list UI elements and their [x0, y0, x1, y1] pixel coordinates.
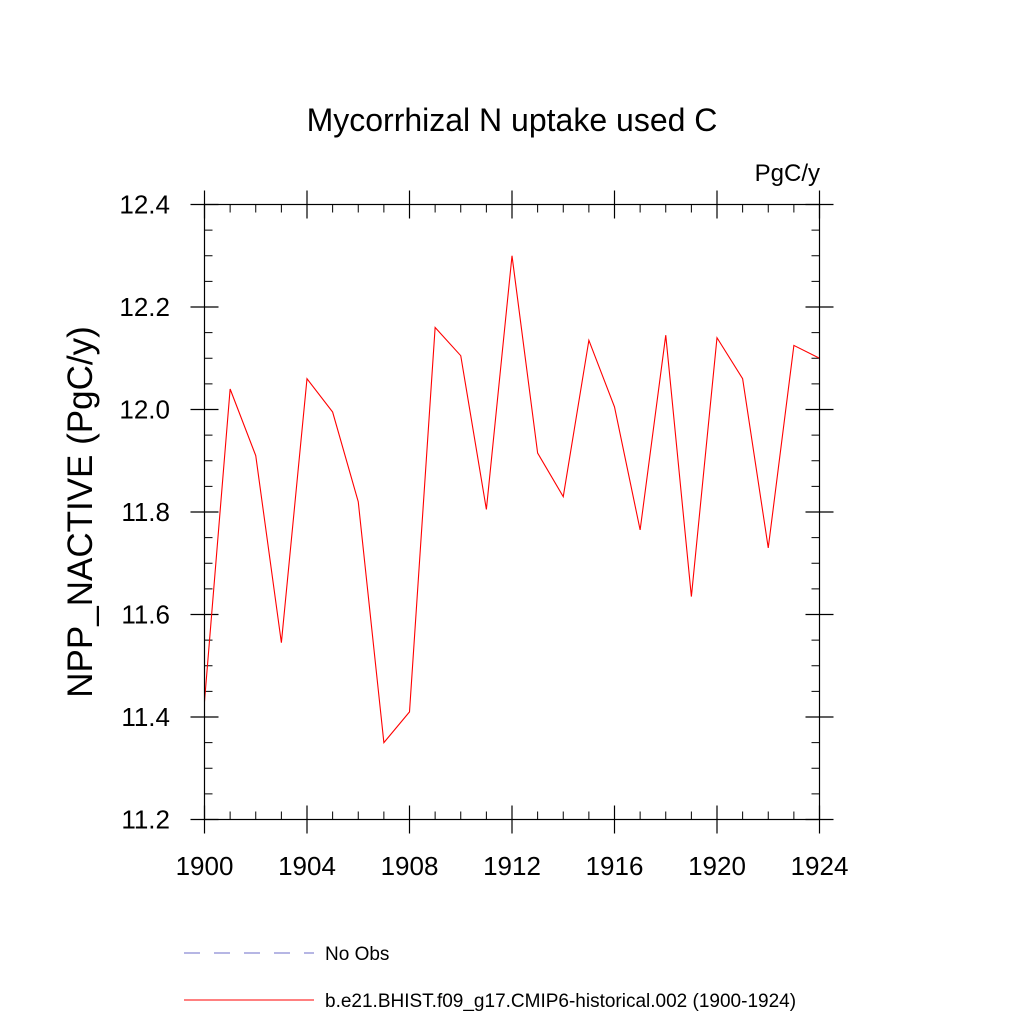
y-tick-label: 12.2: [119, 292, 170, 322]
x-tick-label: 1900: [176, 851, 234, 881]
legend: No Obs b.e21.BHIST.f09_g17.CMIP6-historic…: [184, 944, 796, 1012]
y-tick-label: 12.0: [119, 395, 170, 425]
chart-title: Mycorrhizal N uptake used C: [307, 102, 718, 138]
x-tick-label: 1916: [586, 851, 644, 881]
plot-frame: [203, 203, 821, 821]
x-tick-label: 1908: [381, 851, 439, 881]
y-tick-label: 11.8: [121, 497, 170, 527]
units-label: PgC/y: [755, 160, 820, 187]
y-tick-label: 11.2: [121, 805, 170, 835]
legend-label: b.e21.BHIST.f09_g17.CMIP6-historical.002…: [325, 991, 796, 1012]
x-tick-label: 1904: [278, 851, 336, 881]
y-tick-label: 11.6: [121, 600, 170, 630]
legend-label: No Obs: [325, 944, 389, 965]
series-layer: [203, 255, 820, 744]
x-tick-label: 1920: [688, 851, 746, 881]
major-ticks: [190, 190, 834, 834]
x-tick-label: 1924: [791, 851, 849, 881]
x-tick-label: 1912: [483, 851, 541, 881]
y-axis-label: NPP_NACTIVE (PgC/y): [61, 326, 100, 697]
minor-ticks: [204, 204, 820, 820]
y-tick-labels: 11.2 11.4 11.6 11.8 12.0 12.2 12.4: [119, 190, 170, 835]
y-tick-label: 12.4: [119, 190, 170, 220]
y-tick-label: 11.4: [121, 702, 170, 732]
x-tick-labels: 1900 1904 1908 1912 1916 1920 1924: [176, 851, 849, 881]
series-line: [203, 255, 820, 744]
